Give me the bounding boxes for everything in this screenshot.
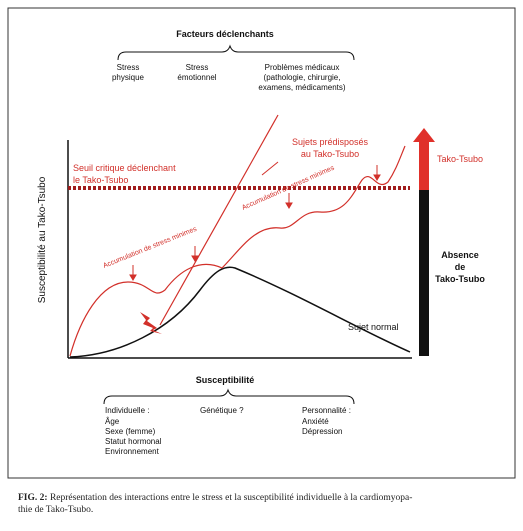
trigger-label: émotionnel — [177, 73, 216, 82]
brace-top — [117, 44, 355, 61]
brace-bottom — [103, 388, 355, 405]
normal-label: Sujet normal — [348, 322, 399, 332]
scale-bottom: Absence de Tako-Tsubo — [435, 250, 485, 284]
group-item: Sexe (femme) — [105, 427, 156, 436]
scale-bottom-label: Tako-Tsubo — [435, 274, 485, 284]
trigger-label: examens, médicaments) — [258, 83, 345, 92]
title: Facteurs déclenchants — [176, 29, 274, 39]
group-item: Âge — [105, 417, 120, 426]
caption: FIG. 2: Représentation des interactions … — [18, 493, 412, 503]
steep-line — [159, 114, 279, 326]
scale-top: Tako-Tsubo — [437, 154, 483, 164]
group-item: Environnement — [105, 447, 160, 456]
group-item: Anxiété — [302, 417, 329, 426]
y-axis-label: Susceptibilité au Tako-Tsubo — [37, 176, 48, 303]
caption-label: FIG. 2: — [18, 493, 48, 503]
trigger-label: (pathologie, chirurgie, — [264, 73, 341, 82]
scale-bottom-label: Absence — [441, 250, 479, 260]
stress-arrows — [129, 165, 381, 281]
up-arrow — [413, 128, 435, 190]
group-item: Dépression — [302, 427, 342, 436]
lightning — [140, 312, 162, 334]
trigger-label: Stress — [117, 63, 140, 72]
group-item: Statut hormonal — [105, 437, 162, 446]
frame — [7, 7, 516, 479]
susceptibility-title: Susceptibilité — [196, 375, 255, 385]
predisposed-curve — [69, 145, 406, 357]
triggers: StressphysiqueStressémotionnelProblèmes … — [112, 63, 346, 92]
group-heading: Personnalité : — [302, 406, 351, 415]
caption-text: Représentation des interactions entre le… — [48, 493, 413, 503]
threshold-label: Seuil critique déclenchant — [73, 163, 176, 173]
threshold-label: le Tako-Tsubo — [73, 175, 128, 185]
group-heading: Génétique ? — [200, 406, 244, 415]
normal-curve — [69, 266, 411, 358]
trigger-label: Stress — [186, 63, 209, 72]
predisposed-label: Sujets prédisposés — [292, 137, 369, 147]
group-heading: Individuelle : — [105, 406, 149, 415]
predisposed-label: au Tako-Tsubo — [301, 149, 359, 159]
black-bar — [419, 190, 429, 356]
trigger-label: Problèmes médicaux — [265, 63, 340, 72]
caption: thie de Tako-Tsubo. — [18, 505, 93, 515]
predisposed-pointer — [261, 161, 279, 176]
accumulation-label: Accumulation de stress minimes — [102, 226, 198, 270]
scale-bottom-label: de — [455, 262, 466, 272]
trigger-label: physique — [112, 73, 145, 82]
